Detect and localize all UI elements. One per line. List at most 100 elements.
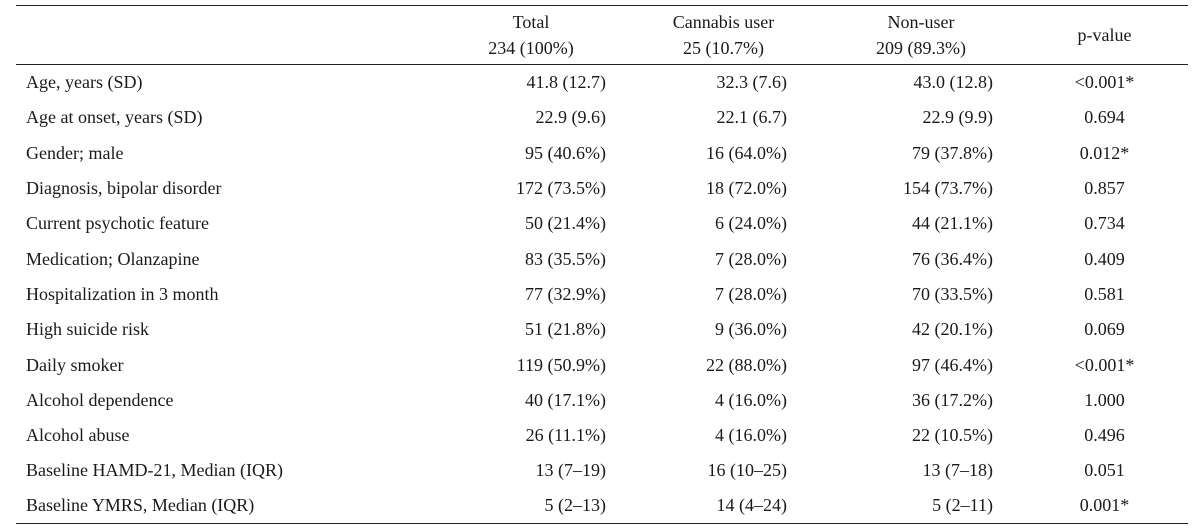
cell-total: 13 (7–19) [436, 453, 626, 488]
cell-total-value: 119 (50.9%) [516, 354, 606, 375]
cell-non-user: 44 (21.1%) [821, 206, 1021, 241]
cell-cannabis-user: 4 (16.0%) [626, 417, 821, 452]
cell-total: 50 (21.4%) [436, 206, 626, 241]
cell-non-user: 42 (20.1%) [821, 312, 1021, 347]
cell-cannabis-user: 4 (16.0%) [626, 382, 821, 417]
table-header: Total 234 (100%) Cannabis user 25 (10.7%… [16, 5, 1188, 65]
cell-p-value: 0.734 [1084, 213, 1125, 234]
header-pvalue-title: p-value [1077, 25, 1132, 45]
cell-non-user: 154 (73.7%) [821, 170, 1021, 205]
row-label: Alcohol abuse [26, 425, 130, 446]
cell-p-value: 0.001* [1021, 488, 1188, 524]
header-non-user: Non-user 209 (89.3%) [821, 5, 1021, 65]
header-nonuser-count: 209 (89.3%) [876, 38, 966, 58]
table-row: Baseline HAMD-21, Median (IQR) 13 (7–19) 1… [16, 453, 1188, 488]
cell-cannabis-user: 32.3 (7.6) [626, 65, 821, 100]
cell-p-value: <0.001* [1074, 354, 1135, 375]
cell-p-value: <0.001* [1074, 72, 1135, 93]
header-cannabis-title: Cannabis user [672, 12, 775, 32]
row-label: Baseline HAMD-21, Median (IQR) [26, 460, 283, 481]
row-label: Baseline YMRS, Median (IQR) [16, 488, 436, 524]
row-label: Alcohol dependence [26, 389, 174, 410]
cell-cannabis-user-value: 9 (36.0%) [715, 319, 787, 340]
cell-total-value: 77 (32.9%) [525, 283, 606, 304]
cell-p-value: 0.694 [1084, 107, 1125, 128]
header-nonuser-title: Non-user [887, 12, 955, 32]
cell-non-user-value: 43.0 (12.8) [913, 72, 994, 93]
cell-non-user-value: 42 (20.1%) [912, 319, 993, 340]
cell-non-user-value: 76 (36.4%) [912, 248, 993, 269]
header-p-value: p-value [1021, 5, 1188, 65]
cell-cannabis-user: 9 (36.0%) [626, 312, 821, 347]
cell-total-value: 5 (2–13) [544, 495, 607, 516]
cell-total-value: 26 (11.1%) [525, 425, 606, 446]
cell-non-user-value: 13 (7–18) [922, 460, 994, 481]
header-cannabis-user: Cannabis user 25 (10.7%) [626, 5, 821, 65]
header-total: Total 234 (100%) [436, 5, 626, 65]
cell-cannabis-user-value: 18 (72.0%) [706, 178, 787, 199]
cell-total: 41.8 (12.7) [436, 65, 626, 100]
cell-non-user-value: 97 (46.4%) [912, 354, 993, 375]
table-row: High suicide risk 51 (21.8%) 9 (36.0%) 42 (… [16, 312, 1188, 347]
cell-cannabis-user-value: 22 (88.0%) [706, 354, 787, 375]
cell-cannabis-user: 16 (64.0%) [626, 135, 821, 170]
cell-p-value: 0.581 [1084, 283, 1125, 304]
cell-total-value: 22.9 (9.6) [535, 107, 607, 128]
row-label: High suicide risk [26, 319, 149, 340]
cell-total-value: 40 (17.1%) [525, 389, 606, 410]
cell-total-value: 50 (21.4%) [525, 213, 606, 234]
cell-total: 83 (35.5%) [436, 241, 626, 276]
table-row: Alcohol abuse 26 (11.1%) 4 (16.0%) 22 (10.5… [16, 417, 1188, 452]
cell-cannabis-user-value: 7 (28.0%) [715, 248, 787, 269]
cell-cannabis-user: 18 (72.0%) [626, 170, 821, 205]
cell-total: 172 (73.5%) [436, 170, 626, 205]
cell-p-value: 1.000 [1084, 389, 1125, 410]
row-label: Hospitalization in 3 month [26, 283, 219, 304]
cell-p-value: 0.051 [1084, 460, 1125, 481]
cell-total: 26 (11.1%) [436, 417, 626, 452]
cell-cannabis-user: 16 (10–25) [626, 453, 821, 488]
table-row: Baseline YMRS, Median (IQR) 5 (2–13) 14 (4… [16, 488, 1188, 524]
header-row: Total 234 (100%) Cannabis user 25 (10.7%… [16, 5, 1188, 65]
header-cannabis-count: 25 (10.7%) [683, 38, 764, 58]
cell-non-user: 70 (33.5%) [821, 276, 1021, 311]
cell-non-user: 5 (2–11) [821, 488, 1021, 524]
cell-total-value: 172 (73.5%) [516, 178, 606, 199]
cell-total: 51 (21.8%) [436, 312, 626, 347]
cell-total-value: 83 (35.5%) [525, 248, 606, 269]
row-label: Age, years (SD) [26, 72, 143, 93]
cell-cannabis-user-value: 16 (64.0%) [706, 142, 787, 163]
cell-cannabis-user: 6 (24.0%) [626, 206, 821, 241]
cell-total-value: 41.8 (12.7) [526, 72, 607, 93]
cell-total-value: 51 (21.8%) [525, 319, 606, 340]
table-row: Age, years (SD) 41.8 (12.7) 32.3 (7.6) 43.0… [16, 65, 1188, 100]
cell-cannabis-user-value: 4 (16.0%) [715, 389, 787, 410]
table-row: Diagnosis, bipolar disorder 172 (73.5%) 18… [16, 170, 1188, 205]
cell-cannabis-user: 7 (28.0%) [626, 241, 821, 276]
cell-non-user-value: 22 (10.5%) [912, 425, 993, 446]
cell-cannabis-user-value: 32.3 (7.6) [716, 72, 788, 93]
cell-p-value: 0.012* [1079, 142, 1130, 163]
cell-cannabis-user: 7 (28.0%) [626, 276, 821, 311]
characteristics-table: Total 234 (100%) Cannabis user 25 (10.7%… [16, 5, 1188, 524]
cell-p-value: 0.069 [1084, 319, 1125, 340]
cell-non-user-value: 36 (17.2%) [912, 389, 993, 410]
table-body: Age, years (SD) 41.8 (12.7) 32.3 (7.6) 43.0… [16, 65, 1188, 524]
cell-non-user: 13 (7–18) [821, 453, 1021, 488]
table-row: Hospitalization in 3 month 77 (32.9%) 7 (2… [16, 276, 1188, 311]
cell-non-user-value: 44 (21.1%) [912, 213, 993, 234]
cell-cannabis-user-value: 7 (28.0%) [715, 283, 787, 304]
cell-cannabis-user-value: 6 (24.0%) [715, 213, 787, 234]
cell-p-value: 0.409 [1084, 248, 1125, 269]
cell-cannabis-user-value: 14 (4–24) [716, 495, 788, 516]
cell-non-user: 22.9 (9.9) [821, 100, 1021, 135]
cell-cannabis-user: 22.1 (6.7) [626, 100, 821, 135]
cell-non-user-value: 5 (2–11) [932, 495, 993, 516]
cell-p-value: 0.496 [1084, 425, 1125, 446]
cell-non-user-value: 22.9 (9.9) [922, 107, 994, 128]
cell-non-user-value: 79 (37.8%) [912, 142, 993, 163]
table-row: Age at onset, years (SD) 22.9 (9.6) 22.1 (… [16, 100, 1188, 135]
cell-total: 5 (2–13) [436, 488, 626, 524]
header-label-column [16, 5, 436, 65]
